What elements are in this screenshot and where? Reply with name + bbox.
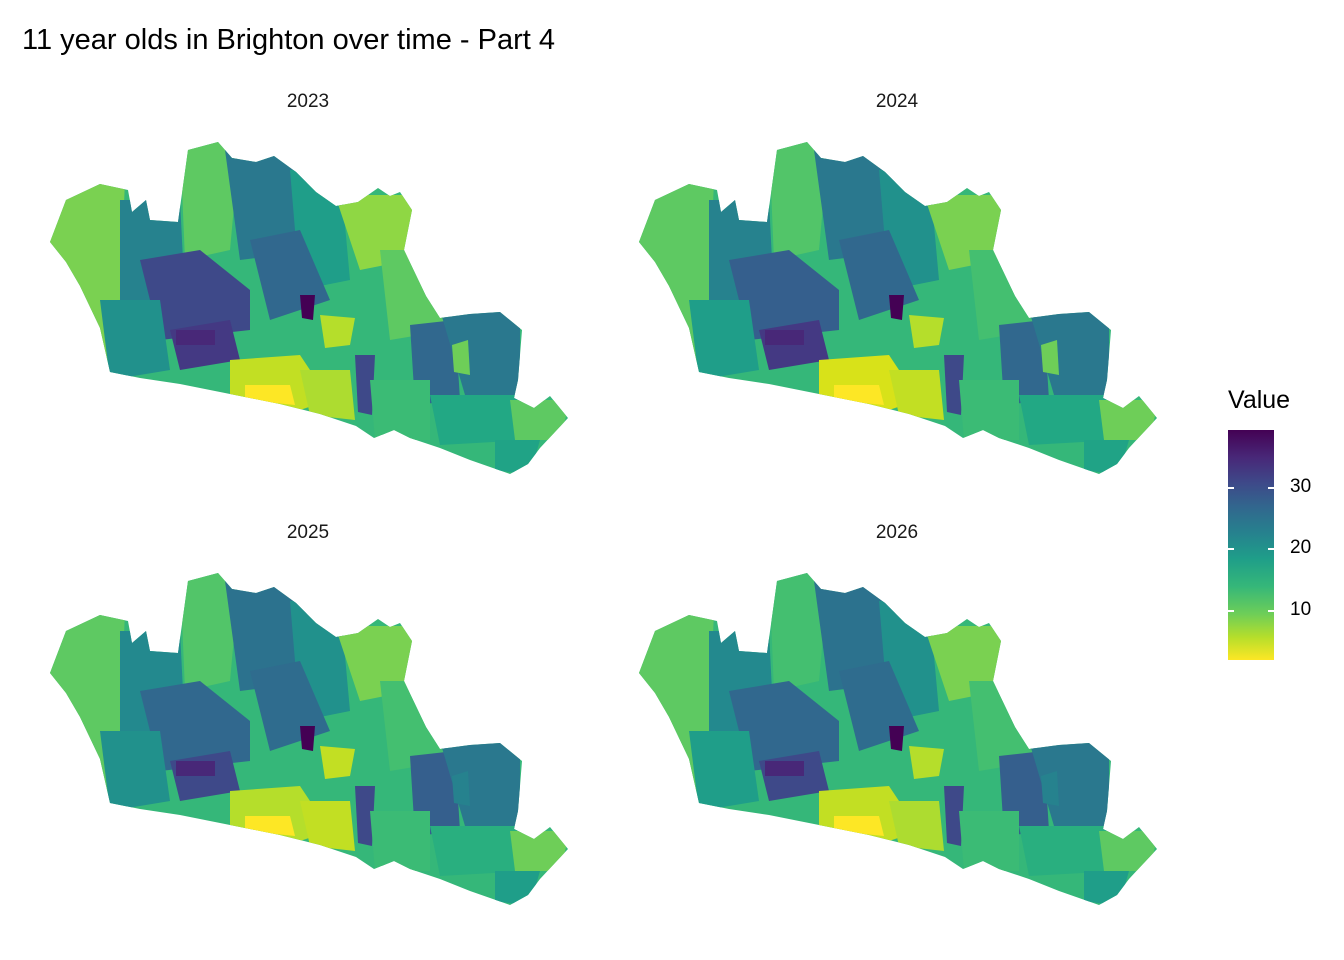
legend-tick-label: 30 <box>1290 476 1312 497</box>
legend-title: Value <box>1228 386 1291 414</box>
chart-title: 11 year olds in Brighton over time - Par… <box>22 24 555 56</box>
legend-tick-mark <box>1268 610 1274 612</box>
legend-tick-mark <box>1228 487 1234 489</box>
facet-label-2023: 2023 <box>286 91 330 112</box>
facet-label-2026: 2026 <box>875 522 919 543</box>
legend-tick-label: 10 <box>1290 599 1312 620</box>
legend-tick-mark <box>1268 548 1274 550</box>
legend-tick-mark <box>1228 548 1234 550</box>
legend-colorbar <box>1228 430 1274 660</box>
facet-label-2024: 2024 <box>875 91 919 112</box>
legend-tick-label: 20 <box>1290 537 1312 558</box>
facet-label-2025: 2025 <box>286 522 330 543</box>
legend-tick-mark <box>1268 487 1274 489</box>
legend-tick-mark <box>1228 610 1234 612</box>
